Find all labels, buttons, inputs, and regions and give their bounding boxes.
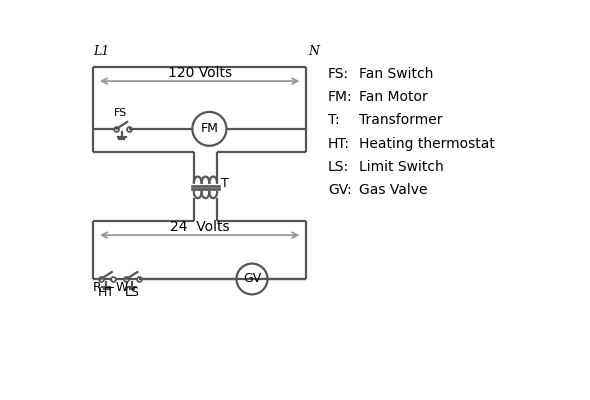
Text: Fan Switch: Fan Switch xyxy=(359,67,433,81)
Text: W: W xyxy=(116,280,128,294)
Text: FS: FS xyxy=(114,108,127,118)
Text: FS:: FS: xyxy=(328,67,349,81)
Text: GV: GV xyxy=(243,272,261,286)
Text: N: N xyxy=(309,45,320,58)
Text: Limit Switch: Limit Switch xyxy=(359,160,444,174)
Text: T: T xyxy=(221,177,229,190)
Text: LS: LS xyxy=(124,286,139,299)
Text: T:: T: xyxy=(328,114,340,128)
Text: FM: FM xyxy=(201,122,218,135)
Text: R: R xyxy=(93,280,101,294)
Text: 24  Volts: 24 Volts xyxy=(170,220,230,234)
Text: Fan Motor: Fan Motor xyxy=(359,90,428,104)
Text: Heating thermostat: Heating thermostat xyxy=(359,136,495,150)
Text: 120 Volts: 120 Volts xyxy=(168,66,232,80)
Text: Transformer: Transformer xyxy=(359,114,442,128)
Text: GV:: GV: xyxy=(328,183,352,197)
Text: Gas Valve: Gas Valve xyxy=(359,183,427,197)
Text: HT:: HT: xyxy=(328,136,350,150)
Text: FM:: FM: xyxy=(328,90,353,104)
Text: HT: HT xyxy=(98,286,115,299)
Text: L1: L1 xyxy=(93,45,109,58)
Text: LS:: LS: xyxy=(328,160,349,174)
